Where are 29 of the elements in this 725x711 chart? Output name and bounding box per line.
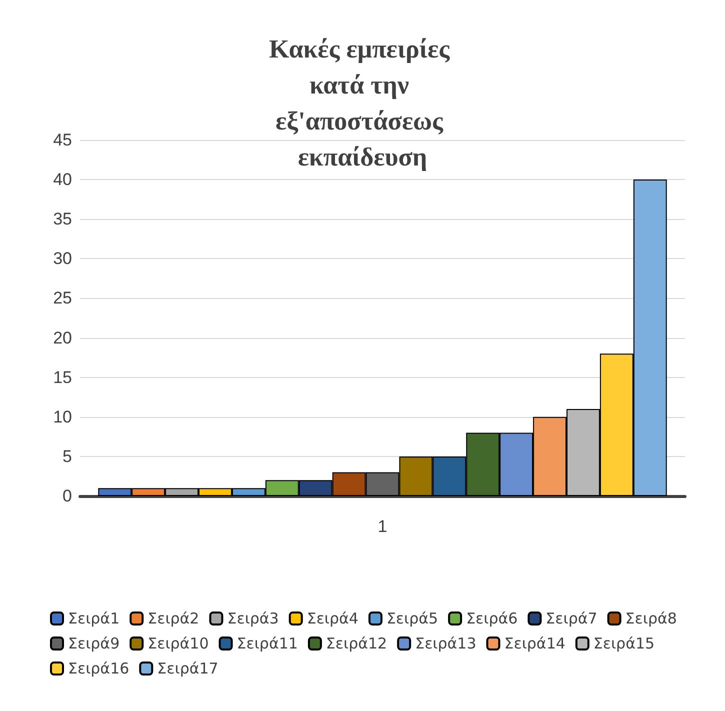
legend-label: Σειρά7 <box>546 610 598 628</box>
legend-label: Σειρά12 <box>326 634 388 652</box>
legend-label: Σειρά17 <box>157 660 218 678</box>
legend-label: Σειρά16 <box>68 660 130 678</box>
legend-label: Σειρά1 <box>68 610 120 628</box>
y-tick-label: 45 <box>53 130 72 150</box>
y-tick-label: 25 <box>53 288 72 308</box>
y-tick-label: 40 <box>53 170 72 190</box>
legend-label: Σειρά15 <box>593 634 655 652</box>
y-tick-label: 15 <box>53 368 72 387</box>
y-tick-label: 30 <box>53 249 72 268</box>
y-tick-label: 5 <box>62 446 72 466</box>
legend-label: Σειρά2 <box>148 610 200 628</box>
x-tick-label: 1 <box>378 517 388 536</box>
legend-label: Σειρά4 <box>306 610 358 628</box>
y-tick-label: 35 <box>53 210 72 229</box>
legend-label: Σειρά8 <box>625 610 677 628</box>
legend-label: Σειρά5 <box>386 610 438 628</box>
y-tick-label: 20 <box>53 328 72 348</box>
y-tick-label: 10 <box>53 407 72 426</box>
legend-label: Σειρά13 <box>415 634 476 652</box>
legend-label: Σειρά3 <box>227 610 279 628</box>
legend-label: Σειρά9 <box>68 634 120 652</box>
y-tick-label: 0 <box>62 486 72 506</box>
legend-label: Σειρά14 <box>504 634 566 652</box>
legend-label: Σειρά11 <box>236 634 298 652</box>
chart-title: Κακές εμπειρίες κατά την εξ'αποστάσεως εκπαίδευση <box>268 34 456 172</box>
legend-label: Σειρά10 <box>148 634 209 652</box>
legend-label: Σειρά6 <box>466 610 518 628</box>
